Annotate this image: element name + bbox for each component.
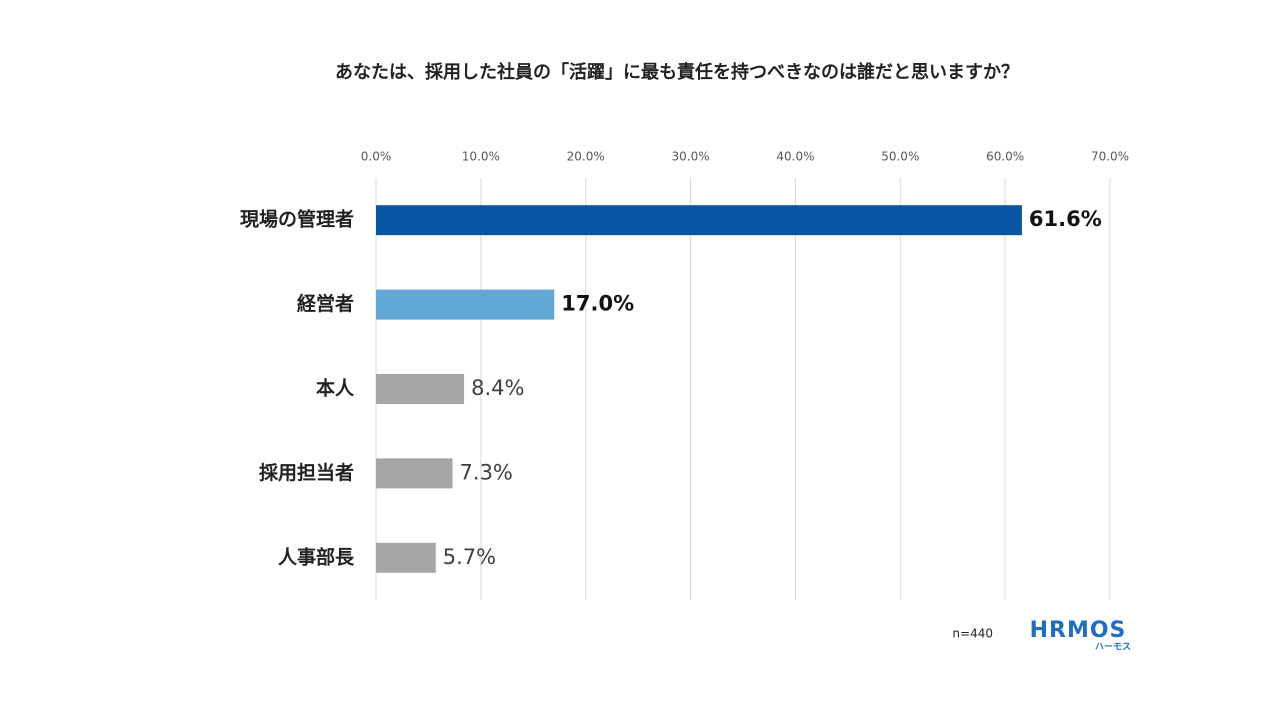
category-label: 経営者 (297, 292, 354, 315)
bar (376, 205, 1022, 236)
value-label: 17.0% (561, 292, 634, 316)
x-tick-label: 60.0% (986, 150, 1024, 164)
logo-subtext: ハーモス (1095, 642, 1131, 653)
value-label: 7.3% (460, 460, 513, 484)
x-tick-label: 10.0% (462, 150, 500, 164)
value-label: 61.6% (1029, 207, 1102, 231)
logo: HRMOS (1030, 618, 1127, 643)
bar (376, 458, 453, 489)
category-label: 現場の管理者 (240, 208, 354, 231)
x-tick-label: 70.0% (1091, 150, 1129, 164)
sample-note: n=440 (952, 627, 993, 641)
x-tick-label: 0.0% (361, 150, 392, 164)
bar (376, 289, 555, 320)
value-label: 8.4% (471, 376, 524, 400)
x-tick-label: 50.0% (881, 150, 919, 164)
bar (376, 374, 465, 404)
category-label: 採用担当者 (259, 461, 354, 484)
x-tick-label: 20.0% (567, 150, 605, 164)
x-tick-label: 40.0% (776, 150, 814, 164)
category-label: 人事部長 (278, 545, 355, 568)
chart-title: あなたは、採用した社員の「活躍」に最も責任を持つべきなのは誰だと思いますか？ (335, 61, 1019, 83)
value-label: 5.7% (443, 545, 496, 569)
bar (376, 542, 436, 573)
category-label: 本人 (316, 377, 355, 400)
x-tick-label: 30.0% (672, 150, 710, 164)
